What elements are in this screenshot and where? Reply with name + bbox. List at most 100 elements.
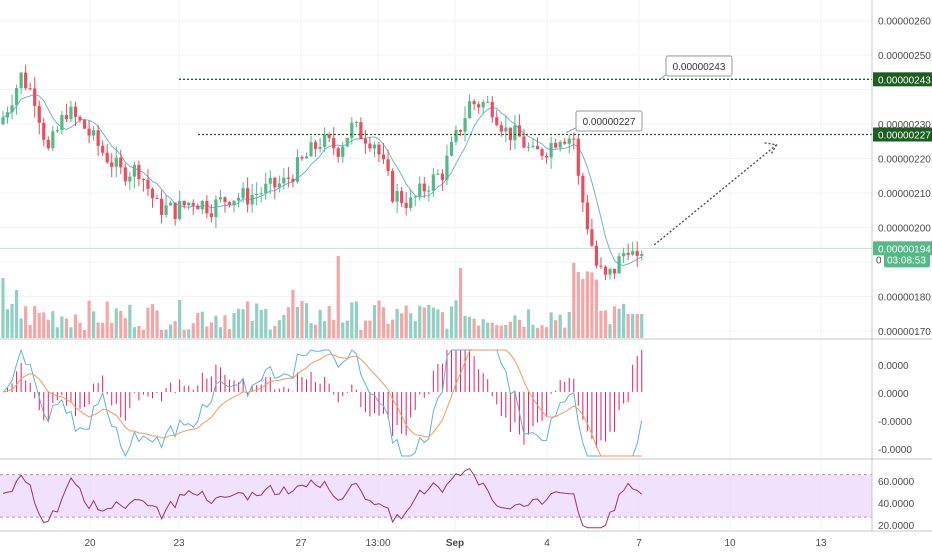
candle-body: [150, 188, 155, 199]
volume-bar: [92, 311, 96, 338]
candlesticks[interactable]: [1, 64, 644, 281]
candle-body: [585, 202, 589, 230]
candle-body: [413, 196, 417, 198]
candle-body: [332, 138, 336, 149]
axis-labels: 0.00000260 0.00000250 0.00000230 0.00000220…: [84, 17, 932, 549]
candle-body: [155, 198, 159, 200]
volume-bar: [155, 310, 159, 338]
volume-bar: [612, 306, 617, 338]
rsi-tick-label: 40.0000: [878, 499, 915, 510]
volume-bar: [608, 324, 612, 338]
volume-bar: [10, 303, 14, 338]
candle-body: [445, 155, 449, 180]
candle-body: [82, 120, 87, 129]
volume-bar: [545, 327, 549, 338]
volume-bar: [60, 316, 64, 338]
macd-tick-label: -0.0000: [878, 417, 912, 428]
candle-body: [572, 138, 576, 140]
time-tick-label: 13:00: [365, 538, 390, 549]
candle-body: [42, 122, 46, 140]
candle-body: [164, 205, 168, 215]
candle-body: [418, 183, 422, 197]
candle-body: [24, 72, 28, 89]
price-tick-label: 0.00000260: [878, 17, 931, 28]
volume-bar: [96, 322, 100, 338]
volume-bar: [264, 308, 268, 338]
volume-bar: [599, 310, 603, 338]
candle-body: [246, 188, 250, 205]
volume-bar: [345, 320, 349, 338]
callout-label-low: 0.00000227: [583, 117, 636, 128]
price-levels[interactable]: 0.00000243 0.00000227: [179, 55, 872, 246]
candle-body: [409, 197, 413, 208]
candle-body: [64, 115, 69, 120]
rsi-tick-label: 60.0000: [878, 477, 915, 488]
time-tick-label: Sep: [446, 538, 464, 549]
candle-body: [612, 268, 617, 274]
axes: [0, 0, 932, 532]
volume-bar: [250, 320, 254, 338]
volume-bar: [114, 308, 118, 338]
candle-body: [123, 167, 127, 182]
volume-bar: [241, 309, 245, 338]
ma-line: [2, 93, 642, 267]
candle-body: [531, 145, 535, 147]
volume-bar: [477, 325, 481, 338]
candle-body: [400, 191, 404, 203]
price-tick-label: 0.00000170: [878, 327, 931, 338]
volume-bar: [445, 328, 449, 338]
time-tick-label: 7: [636, 538, 642, 549]
price-badge-last: 0.00000194: [878, 244, 931, 255]
candle-body: [69, 106, 73, 120]
volume-bar: [372, 305, 377, 338]
volume-bar: [368, 320, 372, 338]
candle-body: [603, 266, 608, 275]
candle-body: [386, 159, 390, 171]
candle-body: [554, 143, 558, 148]
candle-body: [105, 152, 109, 163]
candle-body: [341, 146, 345, 157]
volume-bar: [336, 256, 340, 338]
candle-body: [381, 154, 386, 160]
candle-body: [440, 173, 445, 180]
candle-body: [295, 157, 300, 182]
volume-bar: [78, 322, 82, 338]
volume-bar: [526, 309, 531, 338]
candle-body: [14, 88, 19, 106]
candle-body: [19, 72, 23, 89]
candle-body: [200, 200, 204, 210]
volume-bar: [178, 300, 182, 338]
candle-body: [169, 202, 173, 206]
volume-bar: [549, 312, 553, 338]
macd-tick-label: 0.0000: [878, 389, 909, 400]
candle-body: [209, 213, 213, 218]
candle-body: [631, 251, 635, 255]
candle-body: [540, 149, 544, 156]
candle-body: [196, 205, 200, 210]
rsi-tick-label: 20.0000: [878, 521, 915, 532]
volume-bar: [350, 302, 354, 338]
volume-bar: [513, 315, 517, 338]
volume-bar: [101, 322, 105, 338]
candle-body: [486, 101, 490, 103]
candle-body: [463, 118, 467, 132]
candle-body: [499, 125, 503, 132]
candle-body: [286, 177, 290, 179]
volume-bar: [214, 315, 218, 338]
moving-average: [2, 93, 642, 267]
volume-bar: [200, 311, 204, 338]
volume-bar: [585, 271, 589, 338]
volume-bar: [603, 310, 608, 338]
volume-bar: [517, 319, 522, 338]
candle-body: [218, 197, 223, 200]
volume-bar: [454, 300, 458, 338]
candle-body: [313, 142, 318, 149]
candle-body: [472, 101, 476, 105]
candle-body: [427, 190, 431, 192]
macd-tick-label: 0.0000: [878, 361, 909, 372]
volume-bar: [332, 319, 336, 338]
volume-bar: [69, 327, 73, 338]
candle-body: [268, 177, 272, 184]
